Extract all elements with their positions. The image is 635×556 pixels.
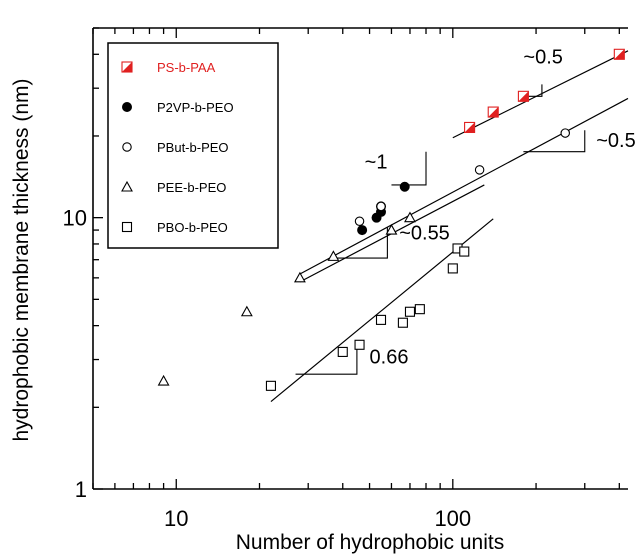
slope-annotation: ~0.5 (596, 130, 635, 152)
data-point (376, 201, 386, 212)
legend-label: PBut-b-PEO (157, 140, 229, 155)
data-point (157, 374, 170, 386)
legend-marker (122, 102, 132, 112)
data-point (375, 314, 387, 325)
marker-fill (518, 91, 529, 102)
legend-label: PS-b-PAA (157, 60, 216, 75)
data-point (487, 106, 499, 118)
slope-triangle (523, 84, 543, 97)
legend-marker (121, 61, 133, 73)
slope-triangle (295, 341, 358, 375)
legend: PS-b-PAA P2VP-b-PEO PBut-b-PEO PEE-b-PEO PBO… (107, 42, 279, 249)
legend-marker (122, 142, 132, 152)
data-point (560, 128, 570, 138)
data-point (385, 223, 398, 235)
slope-annotation: ~0.5 (523, 46, 562, 68)
plot-area: 10 100 1 10 ~0.5 ~1 ~0.5 ~0.55 0.66 (63, 27, 635, 531)
data-point (447, 263, 458, 274)
data-point (459, 246, 470, 257)
legend-box (107, 42, 279, 249)
data-point (327, 250, 340, 261)
slope-annotation: 0.66 (370, 347, 409, 369)
data-point (399, 181, 410, 192)
data-point (613, 48, 625, 60)
data-point (337, 346, 348, 357)
x-tick-label: 10 (164, 506, 188, 531)
data-point (414, 304, 425, 315)
marker-fill (122, 62, 132, 72)
data-point (397, 317, 408, 328)
x-tick-label: 100 (434, 506, 471, 531)
data-point (404, 306, 416, 317)
slope-annotation: ~1 (365, 151, 388, 173)
y-axis-title: hydrophobic membrane thickness (nm) (10, 79, 33, 442)
y-tick-label: 10 (63, 206, 87, 231)
legend-marker (121, 180, 133, 192)
data-point (354, 339, 365, 350)
slope-triangle (336, 227, 388, 259)
data-point (404, 211, 416, 223)
data-point (464, 121, 476, 134)
data-point (354, 216, 365, 226)
fit-line (452, 50, 629, 139)
marker-fill (614, 49, 625, 60)
data-point (265, 380, 277, 391)
slope-annotation: ~0.55 (399, 223, 450, 245)
legend-marker (121, 221, 133, 233)
data-point (240, 305, 253, 317)
x-axis-title: Number of hydrophobic units (236, 531, 504, 554)
y-tick-label: 1 (75, 477, 87, 502)
slope-triangle (523, 130, 586, 153)
fit-line (299, 97, 629, 275)
data-point (474, 165, 485, 175)
data-point (357, 225, 368, 236)
legend-label: PBO-b-PEO (157, 220, 228, 235)
marker-fill (464, 122, 475, 133)
legend-label: P2VP-b-PEO (157, 100, 234, 115)
legend-label: PEE-b-PEO (157, 180, 226, 195)
slope-triangle (391, 151, 427, 186)
data-point (293, 271, 306, 283)
marker-fill (488, 107, 499, 118)
data-point (517, 90, 529, 102)
